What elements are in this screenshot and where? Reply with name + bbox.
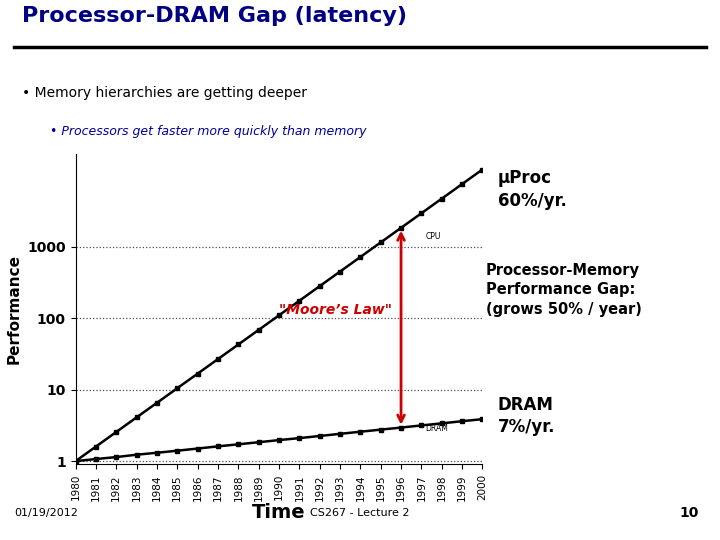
Text: DRAM
7%/yr.: DRAM 7%/yr.: [498, 396, 555, 436]
Text: • Memory hierarchies are getting deeper: • Memory hierarchies are getting deeper: [22, 86, 307, 100]
Text: Processor-DRAM Gap (latency): Processor-DRAM Gap (latency): [22, 6, 407, 26]
Text: "Moore’s Law": "Moore’s Law": [279, 303, 392, 317]
Text: DRAM: DRAM: [426, 424, 449, 433]
Y-axis label: Performance: Performance: [6, 254, 22, 364]
Text: • Processors get faster more quickly than memory: • Processors get faster more quickly tha…: [50, 125, 367, 138]
X-axis label: Time: Time: [252, 503, 306, 522]
Text: 10: 10: [679, 506, 698, 520]
Text: μProc
60%/yr.: μProc 60%/yr.: [498, 170, 567, 210]
Text: CPU: CPU: [426, 232, 441, 241]
Text: 01/19/2012: 01/19/2012: [14, 508, 78, 518]
Text: Processor-Memory
Performance Gap:
(grows 50% / year): Processor-Memory Performance Gap: (grows…: [486, 262, 642, 317]
Text: CS267 - Lecture 2: CS267 - Lecture 2: [310, 508, 410, 518]
